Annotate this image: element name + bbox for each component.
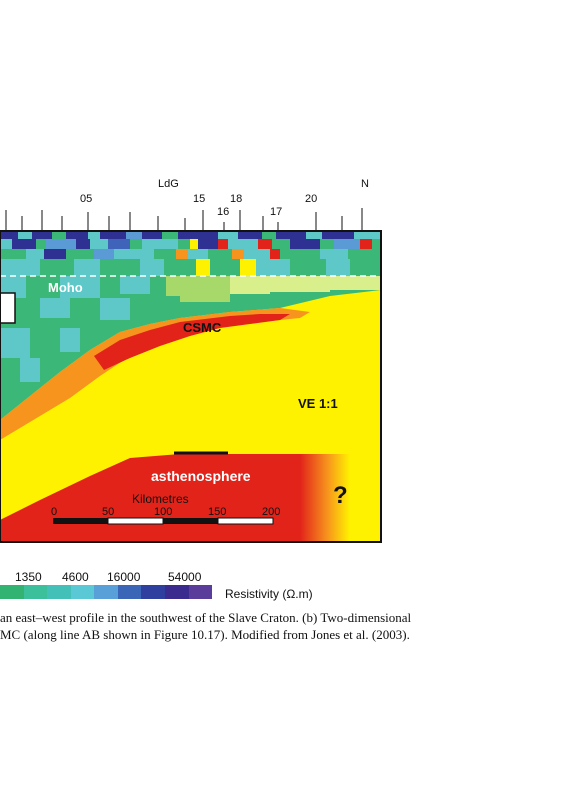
station-label-16: 16	[217, 206, 230, 218]
csmc-red-band	[94, 314, 290, 370]
scale-tick-100: 100	[154, 506, 173, 518]
left-marker-box	[0, 292, 16, 324]
station-label-north: N	[361, 178, 369, 190]
colorbar-swatch	[188, 585, 213, 599]
station-label-05: 05	[80, 193, 93, 205]
resistivity-section	[0, 208, 382, 543]
colorbar-value-54000: 54000	[168, 570, 202, 584]
scale-bar	[53, 517, 274, 525]
crust-mosaic	[0, 231, 381, 276]
csmc-label: CSMC	[183, 320, 222, 335]
colorbar-unit-label: Resistivity (Ω.m)	[225, 587, 313, 601]
station-label-18: 18	[230, 193, 243, 205]
asthenosphere-label: asthenosphere	[151, 468, 251, 484]
scale-tick-50: 50	[102, 506, 115, 518]
station-label-ldg: LdG	[158, 178, 179, 190]
colorbar-swatch	[23, 585, 48, 599]
colorbar-swatch	[47, 585, 71, 599]
lower-crust-mosaic	[0, 276, 381, 388]
colorbar-value-1350: 1350	[15, 570, 42, 584]
caption-line-2: MC (along line AB shown in Figure 10.17)…	[0, 627, 410, 642]
figure-caption: an east–west profile in the southwest of…	[0, 609, 560, 643]
station-label-17: 17	[270, 206, 283, 218]
scale-tick-200: 200	[262, 506, 281, 518]
station-label-20: 20	[305, 193, 318, 205]
ve-label: VE 1:1	[298, 396, 338, 411]
scale-tick-150: 150	[208, 506, 227, 518]
asthenosphere-fade	[300, 454, 350, 542]
moho-label: Moho	[48, 280, 83, 295]
scale-tick-0: 0	[51, 506, 58, 518]
colorbar-swatch	[164, 585, 189, 599]
section-frame	[0, 230, 382, 543]
resistivity-colorbar	[0, 585, 213, 599]
caption-line-1: an east–west profile in the southwest of…	[0, 610, 412, 625]
colorbar-swatch	[94, 585, 118, 599]
colorbar-swatch	[0, 585, 24, 599]
colorbar-swatch	[141, 585, 165, 599]
question-mark-label: ?	[333, 482, 348, 509]
scale-bar-title: Kilometres	[132, 492, 189, 506]
station-ticks	[5, 208, 363, 231]
colorbar-value-16000: 16000	[107, 570, 141, 584]
station-label-15: 15	[193, 193, 206, 205]
colorbar-swatch	[70, 585, 95, 599]
colorbar-swatch	[117, 585, 142, 599]
colorbar-value-4600: 4600	[62, 570, 89, 584]
